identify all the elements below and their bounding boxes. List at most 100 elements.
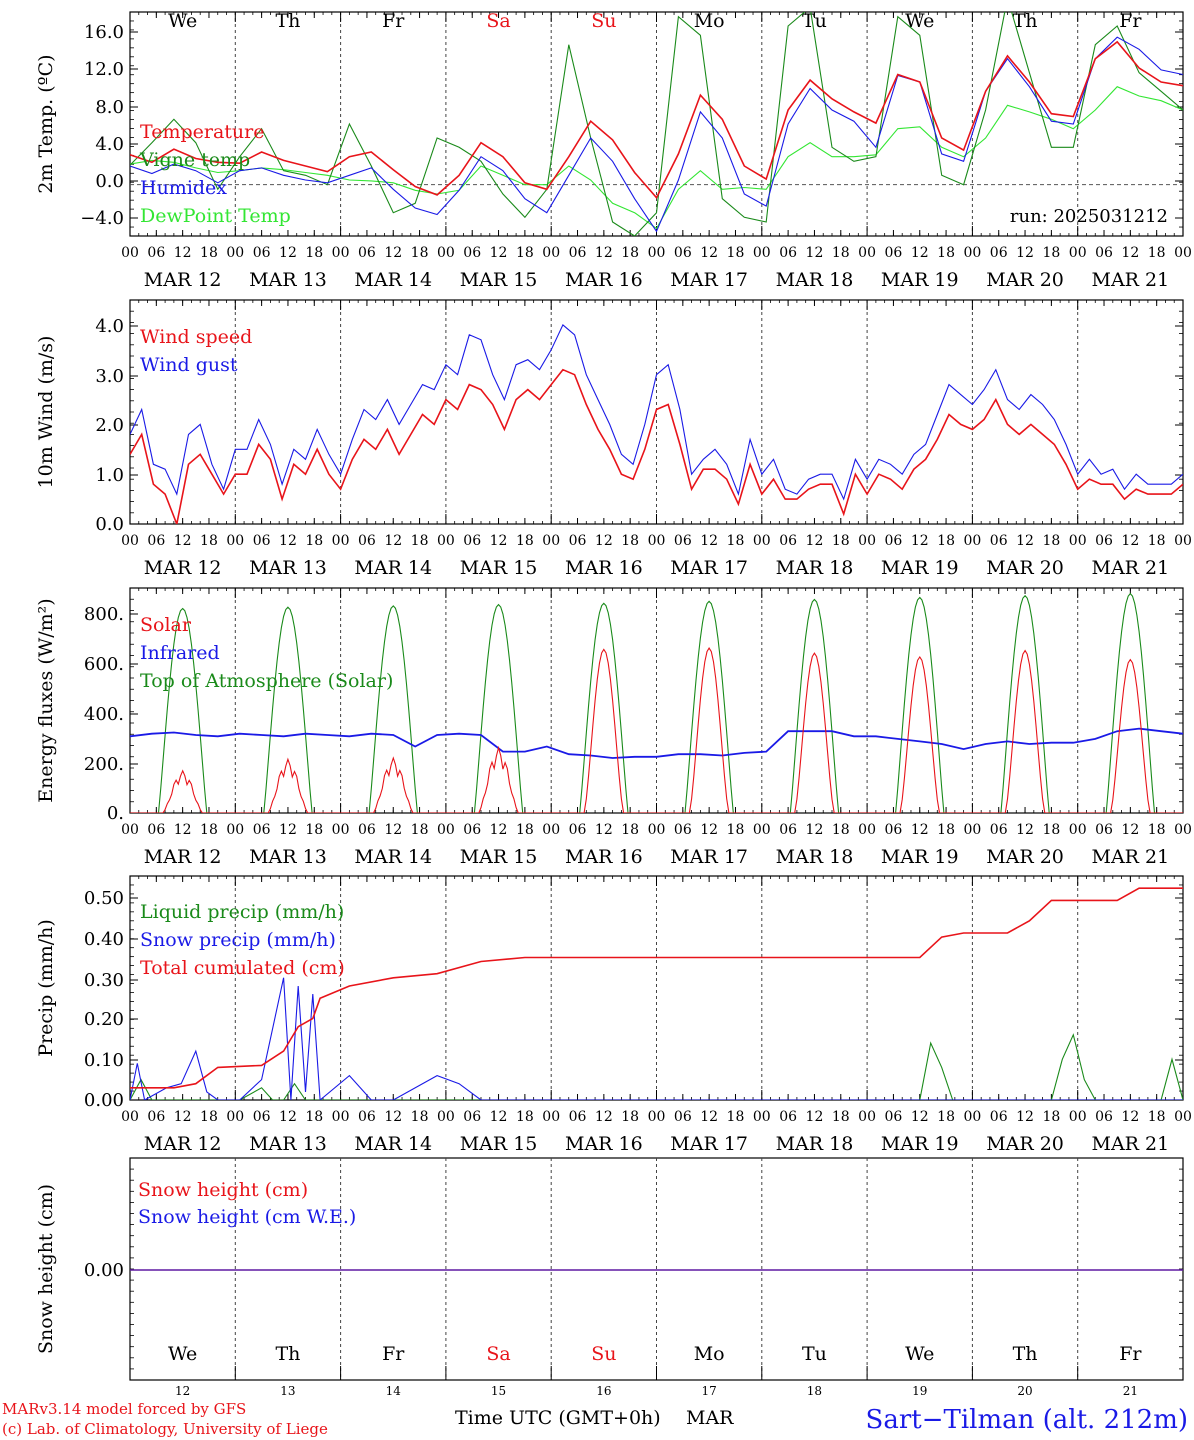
hour-label: 06 [569, 822, 587, 838]
legend-entry: Top of Atmosphere (Solar) [140, 670, 393, 692]
weekday-label: Th [1013, 1343, 1038, 1365]
date-label: MAR 21 [1091, 269, 1169, 291]
hour-label: 12 [384, 533, 402, 549]
hour-label: 06 [885, 1109, 903, 1125]
hour-label: 12 [595, 245, 613, 261]
day-number: 19 [912, 1384, 927, 1398]
run-annotation: run: 2025031212 [1010, 206, 1168, 227]
hour-label: 00 [542, 245, 560, 261]
hour-label: 12 [1121, 822, 1139, 838]
series-layer [130, 324, 1183, 524]
hour-label: 00 [437, 245, 455, 261]
copyright-credit: (c) Lab. of Climatology, University of L… [2, 1420, 328, 1438]
day-number: 20 [1017, 1384, 1032, 1398]
panel-1: 16.0 12.0 8.0 4.0 0.0 −4.0 2m Temp. (ºC) 00 06 12… [35, 10, 1192, 291]
y-tick-label: 3.0 [95, 366, 124, 387]
weekday-label: Fr [382, 10, 405, 32]
hour-label: 12 [384, 245, 402, 261]
hour-label: 00 [858, 1109, 876, 1125]
weekday-label: We [168, 10, 197, 32]
date-label: MAR 20 [986, 269, 1064, 291]
hour-label: 06 [674, 1109, 692, 1125]
hour-label: 06 [779, 533, 797, 549]
hour-label: 18 [1148, 533, 1166, 549]
y-tick-label: 0.20 [84, 1009, 124, 1030]
hour-label: 12 [1121, 245, 1139, 261]
hour-label: 00 [648, 533, 666, 549]
y-tick-label: 0.10 [84, 1050, 124, 1071]
y-tick-label: 4.0 [95, 316, 124, 337]
hour-label: 06 [779, 245, 797, 261]
hour-label: 12 [279, 533, 297, 549]
hour-label: 18 [621, 245, 639, 261]
date-label: MAR 18 [776, 1133, 854, 1155]
date-label: MAR 16 [565, 557, 643, 579]
hour-label: 12 [911, 245, 929, 261]
hour-label: 00 [542, 533, 560, 549]
weekday-label: Fr [1119, 1343, 1142, 1365]
weekday-label: Mo [694, 1343, 725, 1365]
hour-label: 12 [174, 533, 192, 549]
hour-label: 18 [516, 822, 534, 838]
date-label: MAR 17 [670, 846, 748, 868]
hour-label: 00 [753, 245, 771, 261]
hour-label: 06 [253, 822, 271, 838]
hour-label: 18 [727, 822, 745, 838]
date-label: MAR 18 [776, 557, 854, 579]
date-label: MAR 19 [881, 1133, 959, 1155]
y-tick-label: −4.0 [80, 208, 124, 229]
hour-label: 00 [753, 533, 771, 549]
hour-label: 06 [463, 1109, 481, 1125]
hour-label: 00 [226, 533, 244, 549]
hour-label: 12 [384, 822, 402, 838]
hour-label: 18 [832, 533, 850, 549]
weekday-label: We [168, 1343, 197, 1365]
hour-label: 00 [542, 822, 560, 838]
hour-label: 12 [911, 822, 929, 838]
date-label: MAR 15 [460, 846, 538, 868]
y-axis-title: Energy fluxes (W/m²) [35, 598, 57, 802]
date-label: MAR 14 [354, 1133, 432, 1155]
day-number: 18 [807, 1384, 822, 1398]
series-dewpoint-temp [130, 86, 1183, 230]
date-label: MAR 20 [986, 1133, 1064, 1155]
date-label: MAR 14 [354, 557, 432, 579]
date-label: MAR 19 [881, 846, 959, 868]
weekday-label: Th [275, 1343, 300, 1365]
hour-label: 00 [226, 822, 244, 838]
hour-label: 00 [332, 1109, 350, 1125]
date-label: MAR 13 [249, 557, 327, 579]
hour-label: 18 [937, 822, 955, 838]
hour-label: 06 [1095, 822, 1113, 838]
weekday-label: Sa [486, 1343, 510, 1365]
legend-entry: Snow height (cm) [138, 1179, 308, 1201]
hour-label: 12 [174, 1109, 192, 1125]
series-liquid-precip-mm-h- [130, 1033, 1183, 1100]
day-number: 12 [175, 1384, 190, 1398]
hour-label: 12 [806, 822, 824, 838]
y-axis-title: Snow height (cm) [35, 1184, 57, 1354]
y-tick-label: 0.00 [84, 1260, 124, 1281]
hour-label: 18 [937, 1109, 955, 1125]
date-label: MAR 13 [249, 269, 327, 291]
legend-entry: Wind speed [140, 326, 252, 348]
hour-label: 00 [648, 245, 666, 261]
hour-label: 00 [121, 533, 139, 549]
hour-label: 12 [595, 533, 613, 549]
hour-label: 00 [753, 822, 771, 838]
hour-label: 00 [1174, 822, 1192, 838]
hour-label: 12 [1121, 533, 1139, 549]
hour-label: 00 [332, 533, 350, 549]
hour-label: 06 [147, 1109, 165, 1125]
hour-label: 06 [358, 1109, 376, 1125]
hour-label: 00 [1069, 533, 1087, 549]
y-axis-title: 10m Wind (m/s) [35, 336, 57, 489]
hour-label: 00 [121, 822, 139, 838]
y-tick-label: 2.0 [95, 415, 124, 436]
hour-label: 06 [147, 822, 165, 838]
hour-label: 06 [463, 822, 481, 838]
hour-label: 18 [305, 1109, 323, 1125]
hour-label: 00 [437, 1109, 455, 1125]
date-label: MAR 19 [881, 557, 959, 579]
date-label: MAR 12 [144, 846, 222, 868]
